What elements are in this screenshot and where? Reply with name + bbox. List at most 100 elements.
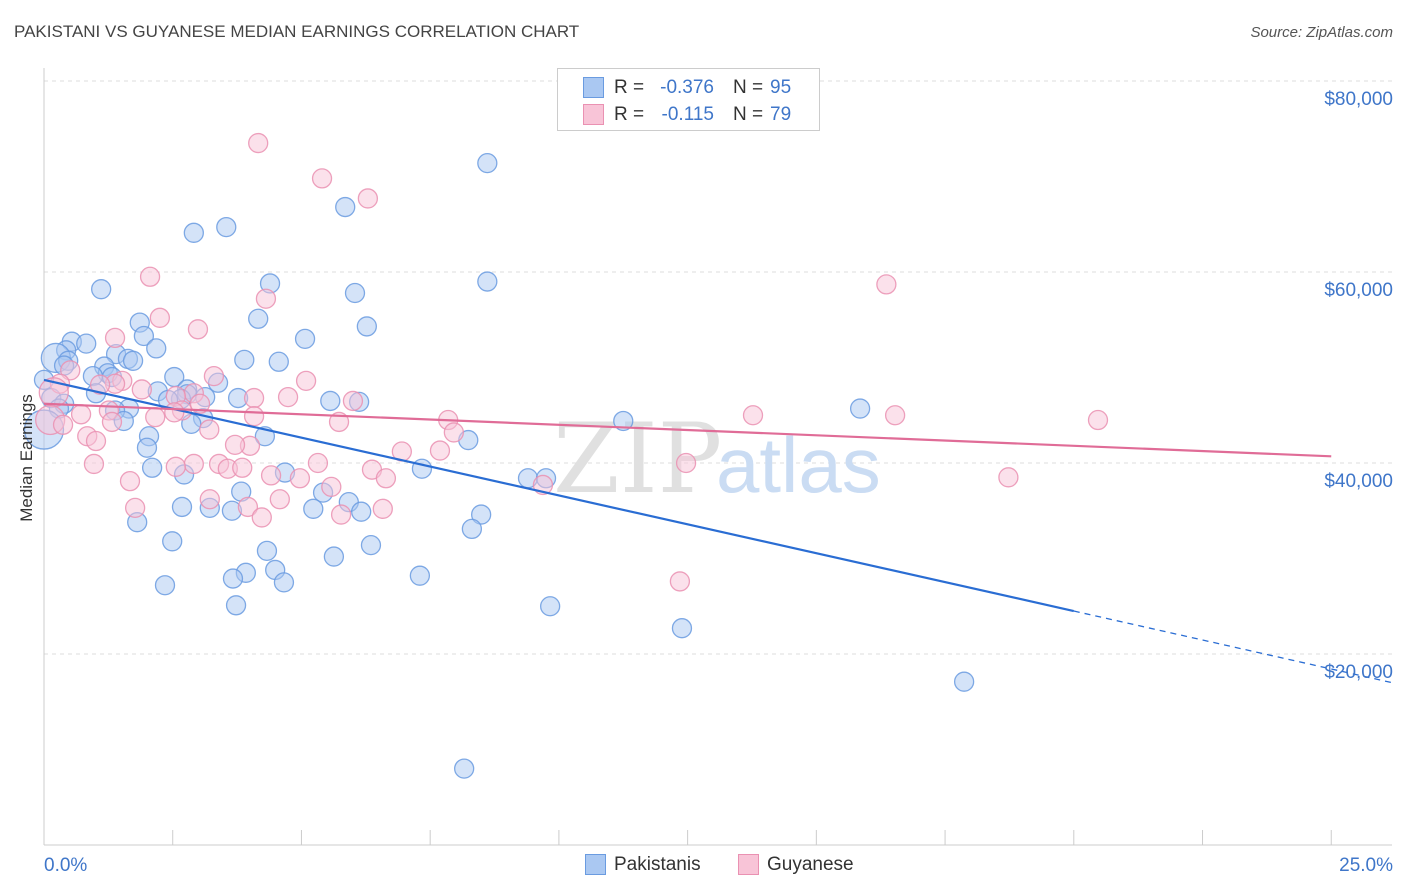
guyanese-point [372,498,393,519]
guyanese-point [199,489,220,510]
x-tick-labels: 0.0% 25.0% [44,855,1393,876]
guyanese-point [165,456,186,477]
pakistanis-point [154,575,176,596]
guyanese-trend-line [43,402,1332,458]
scatter-points [23,132,1109,779]
legend-row-pakistanis: R = -0.376 N = 95 [558,74,819,101]
x-tick-label: 0.0% [44,855,87,876]
pakistanis-point [122,350,144,371]
pakistanis-point [539,596,561,617]
chart-title: PAKISTANI VS GUYANESE MEDIAN EARNINGS CO… [14,22,580,41]
y-tick-label: $60,000 [1324,280,1393,301]
pakistanis-point [351,501,372,522]
guyanese-point [70,404,92,425]
guyanese-point [342,390,364,412]
guyanese-points [35,132,1109,592]
pakistanis-point [133,325,155,347]
guyanese-r-value: -0.115 [661,104,714,125]
guyanese-legend-swatch [738,854,759,875]
pakistanis-point [136,437,158,458]
guyanese-point [60,360,81,381]
pakistanis-point [162,531,183,552]
pakistanis-point [141,457,163,478]
r-label: R = [614,77,645,98]
guyanese-point [189,393,211,414]
guyanese-point [124,497,146,519]
pakistanis-n-value: 95 [770,77,792,98]
pakistanis-point [216,216,237,238]
legend-item-pakistanis[interactable]: Pakistanis [585,853,725,876]
guyanese-point [145,407,166,428]
guyanese-legend-label: Guyanese [767,854,854,875]
legend-item-guyanese[interactable]: Guyanese [738,853,878,876]
pakistanis-point [477,152,498,174]
guyanese-point [83,453,105,475]
guyanese-point [85,430,107,452]
pakistanis-point [849,398,871,419]
correlation-legend: R = -0.376 N = 95 R = -0.115 N = 79 [557,68,820,131]
guyanese-point [998,467,1019,488]
guyanese-point [232,457,253,478]
guyanese-point [675,452,697,474]
guyanese-point [224,434,246,455]
pakistanis-point [294,328,316,349]
pakistanis-point [222,568,244,589]
guyanese-point [876,274,897,295]
guyanese-point [149,307,171,328]
pakistanis-point [171,496,193,518]
r-label: R = [614,104,645,125]
pakistanis-point [234,349,255,371]
pakistanis-point [323,546,345,567]
guyanese-point [357,188,379,209]
pakistanis-point [613,410,634,432]
y-axis-label: Median Earnings [17,394,36,522]
pakistanis-point [454,758,475,779]
y-tick-label: $80,000 [1324,89,1393,110]
guyanese-point [375,468,397,489]
pakistanis-point [76,333,97,354]
pakistanis-swatch [583,77,604,98]
pakistanis-point [320,390,341,412]
pakistanis-legend-swatch [585,854,606,875]
source-credit: Source: ZipAtlas.com [1250,24,1393,41]
watermark-zip-text: ZIP [553,403,722,515]
pakistanis-point [953,671,975,692]
pakistanis-point [273,572,295,593]
zipatlas-watermark: ZIP atlas [553,403,881,515]
guyanese-n-value: 79 [770,104,792,125]
pakistanis-point [477,271,498,292]
pakistanis-point [461,518,483,540]
guyanese-point [183,453,204,475]
pakistanis-point [409,565,431,586]
x-tick-label: 25.0% [1339,855,1393,876]
guyanese-point [307,452,329,474]
guyanese-point [119,470,141,492]
pakistanis-point [225,595,247,616]
pakistanis-point [91,279,112,300]
guyanese-point [199,419,220,440]
guyanese-point [237,496,259,518]
guyanese-point [243,387,265,409]
guyanese-point [101,411,123,433]
pakistanis-point [146,338,167,359]
guyanese-point [131,379,152,400]
guyanese-point [251,507,272,528]
pakistanis-point [335,196,356,218]
pakistanis-point [671,618,693,639]
pakistanis-point [360,534,382,556]
guyanese-point [742,405,764,426]
y-tick-labels: $20,000 $40,000 $60,000 $80,000 [1324,89,1393,683]
pakistanis-point [344,282,366,304]
guyanese-point [89,374,111,395]
guyanese-point [104,327,126,349]
pakistanis-legend-label: Pakistanis [614,854,701,875]
pakistanis-point [183,222,204,243]
guyanese-point [429,440,451,461]
y-tick-label: $20,000 [1324,662,1393,683]
guyanese-point [248,132,269,154]
guyanese-point [164,402,185,423]
watermark-atlas-text: atlas [716,421,881,509]
guyanese-point [52,414,74,435]
pakistanis-point [411,458,433,479]
trend-lines [43,378,1393,684]
